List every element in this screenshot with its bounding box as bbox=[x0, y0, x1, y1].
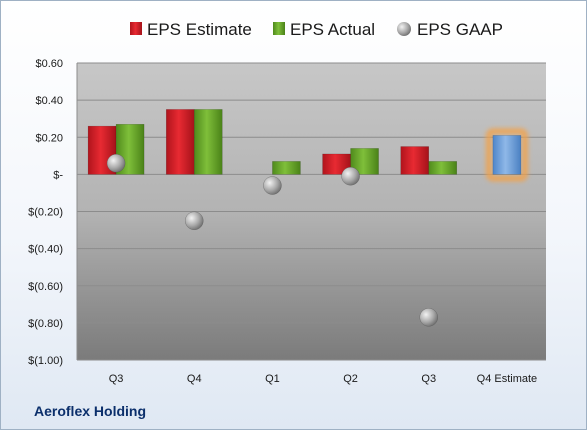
legend-swatch-actual bbox=[273, 22, 285, 35]
legend-marker-gaap bbox=[397, 22, 411, 36]
point-eps-gaap bbox=[263, 176, 282, 195]
y-tick-label: $(1.00) bbox=[28, 355, 63, 367]
legend-item-estimate: EPS Estimate bbox=[130, 20, 252, 39]
legend-label-actual: EPS Actual bbox=[290, 20, 375, 39]
y-tick-label: $- bbox=[53, 169, 63, 181]
x-tick-label: Q3 bbox=[109, 373, 124, 385]
point-eps-gaap bbox=[341, 166, 360, 186]
point-eps-gaap bbox=[185, 211, 204, 231]
legend-swatch-estimate bbox=[130, 22, 142, 35]
y-tick-label: $(0.40) bbox=[28, 244, 63, 256]
bar-eps-actual bbox=[272, 161, 301, 175]
x-tick-label: Q4 bbox=[187, 373, 202, 385]
bar-q4-estimate bbox=[492, 135, 522, 175]
bar-eps-actual bbox=[194, 109, 223, 175]
bar-highlight-glow bbox=[485, 128, 528, 182]
legend-item-actual: EPS Actual bbox=[273, 20, 375, 39]
x-tick-label: Q1 bbox=[265, 373, 280, 385]
legend-label-estimate: EPS Estimate bbox=[147, 20, 252, 39]
bar-eps-actual bbox=[428, 161, 457, 175]
legend-item-gaap: EPS GAAP bbox=[397, 20, 503, 39]
legend: EPS Estimate EPS Actual EPS GAAP bbox=[130, 20, 503, 39]
legend-label-gaap: EPS GAAP bbox=[417, 20, 503, 39]
company-name: Aeroflex Holding bbox=[34, 403, 147, 419]
point-eps-gaap bbox=[106, 153, 126, 173]
y-tick-label: $(0.20) bbox=[28, 207, 63, 219]
y-tick-label: $(0.60) bbox=[28, 281, 63, 293]
x-tick-label: Q4 Estimate bbox=[477, 373, 538, 385]
bar-eps-estimate bbox=[400, 146, 429, 175]
y-tick-label: $0.60 bbox=[35, 58, 63, 70]
point-eps-gaap bbox=[419, 308, 438, 327]
x-tick-label: Q2 bbox=[343, 373, 358, 385]
plot-area: $0.60 $0.40 $0.20 $- $(0.20) $(0.40) $(0.60) $(… bbox=[28, 58, 546, 385]
x-tick-label: Q3 bbox=[421, 373, 436, 385]
y-tick-label: $0.40 bbox=[35, 95, 63, 107]
y-tick-label: $(0.80) bbox=[28, 318, 63, 330]
bar-eps-estimate bbox=[166, 109, 195, 175]
y-tick-label: $0.20 bbox=[35, 132, 63, 144]
